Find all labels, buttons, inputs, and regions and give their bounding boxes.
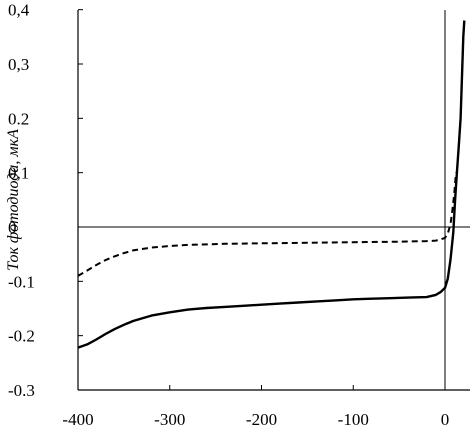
series-layer <box>77 20 466 349</box>
y-tick-label: -0.1 <box>8 272 35 291</box>
y-tick-label: 0,1 <box>8 164 29 183</box>
y-tick-label: 0,3 <box>8 55 29 74</box>
y-tick-label: 0,4 <box>8 1 30 20</box>
x-tick-label: 0 <box>441 410 450 428</box>
x-tick-label: -200 <box>246 410 277 428</box>
x-tick-label: -100 <box>338 410 369 428</box>
reference-lines <box>78 10 470 390</box>
y-tick-label: -0.3 <box>8 381 35 400</box>
y-axis-label: Ток фотодиода, мкА <box>5 129 22 271</box>
axes <box>77 9 470 391</box>
x-tick-label: -300 <box>154 410 185 428</box>
x-tick-label: -400 <box>62 410 93 428</box>
y-tick-label: -0.2 <box>8 327 35 346</box>
series-dashed-line <box>77 172 457 277</box>
y-tick-label: 0 <box>8 218 17 237</box>
series-solid-line <box>77 20 466 349</box>
y-tick-label: 0.2 <box>8 109 29 128</box>
tick-labels: -0.3 -0.2 -0.1 0 0,1 0.2 0,3 0,4 -400 -300 -200 -10… <box>8 1 449 428</box>
